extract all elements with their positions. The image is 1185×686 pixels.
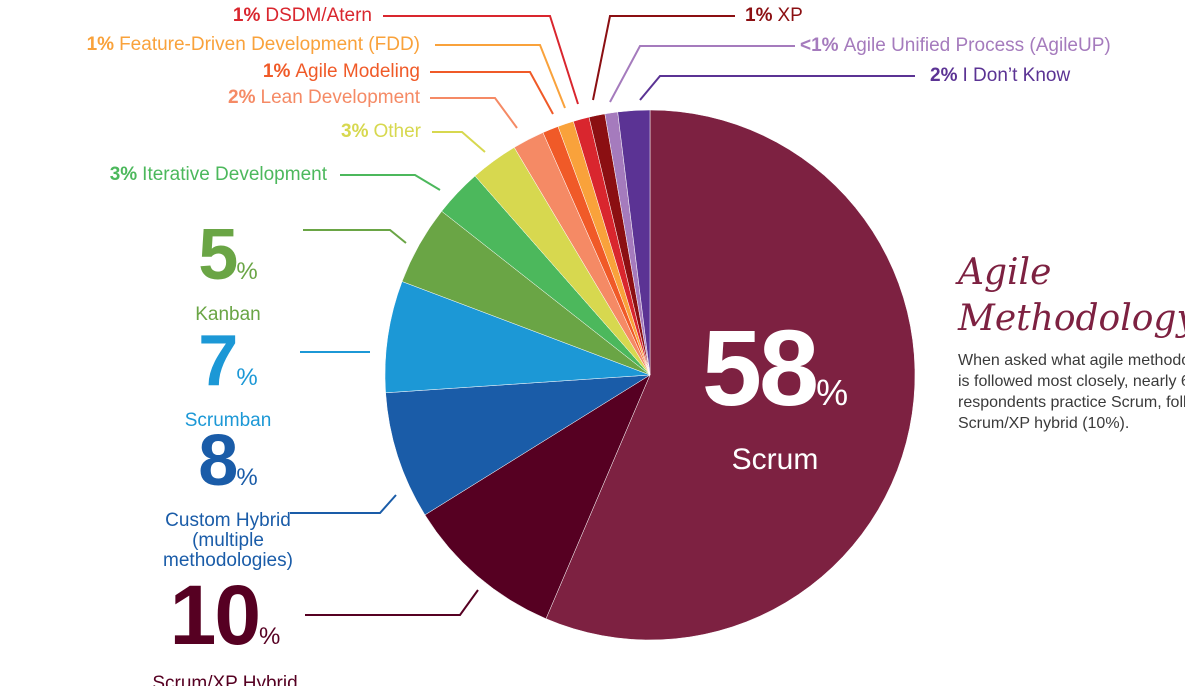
slice-label: 58% Scrum [655,307,895,477]
category-label: XP [777,5,803,26]
leader-line [305,589,479,616]
description-line: When asked what agile methodology [958,352,1185,369]
category-label: Scrum [731,443,819,476]
pie-slice [545,109,916,641]
value-label: 2% [930,65,958,86]
leader-line [432,131,486,153]
value-label: 8% [198,421,258,501]
category-label: Scrumban [184,410,272,431]
slice-label: 10% Scrum/XP Hybrid [140,568,310,686]
value-label: 5% [198,215,258,295]
slice-label: 1% XP [745,5,803,27]
value-label: 2% [228,87,256,108]
value-label: 1% [262,61,291,82]
leader-line [639,75,915,101]
slice-label: 1% Agile Modeling [263,61,420,83]
description-line: respondents practice Scrum, followed by [958,394,1185,411]
leader-line [609,45,795,103]
value-label: 1% [86,34,115,55]
slice-label: 3% Iterative Development [110,164,327,186]
slice-label: 5% Kanban [143,215,313,325]
pie-slice [385,374,651,516]
category-label: Agile Unified Process (AgileUP) [843,35,1111,56]
value-label: 1% [232,5,261,26]
leader-line [383,15,579,105]
value-label: 1% [745,5,773,26]
slice-label: 2% I Don’t Know [930,65,1070,87]
category-label: DSDM/Atern [265,5,372,26]
slice-label: 7% Scrumban [143,321,313,431]
leader-line [430,97,518,129]
leader-line [435,44,566,109]
category-label: Scrum/XP Hybrid [152,673,298,686]
description-line: is followed most closely, nearly 60% of [958,373,1185,390]
category-label: Feature-Driven Development (FDD) [119,34,420,55]
pie-slice [617,109,651,376]
category-label: Other [373,121,421,142]
chart-title: Agile Methodology [958,252,1185,339]
pie-slice [424,374,651,620]
leader-line [303,229,407,244]
slice-label: <1% Agile Unified Process (AgileUP) [800,35,1111,57]
value-label: 7% [198,321,258,401]
value-label: 3% [341,121,369,142]
pie-slice [384,281,651,394]
category-label: Lean Development [260,87,421,108]
value-label: 3% [109,164,138,185]
leader-line [290,494,397,514]
slice-label: 2% Lean Development [228,87,420,109]
leader-line [592,15,735,101]
slice-label: 8% Custom Hybrid (multiple methodologies) [143,421,313,571]
slice-label: 3% Other [341,121,421,143]
value-label: 58% [701,307,849,428]
category-label: Agile Modeling [295,61,420,82]
category-label: Custom Hybrid (multiple methodologies) [163,510,293,571]
value-label: <1% [800,35,839,56]
slice-label: 1% Feature-Driven Development (FDD) [87,34,420,56]
description-line: Scrum/XP hybrid (10%). [958,415,1130,432]
category-label: Kanban [195,304,261,325]
slice-label: 1% DSDM/Atern [233,5,372,27]
leader-line [340,174,441,191]
value-label: 10% [169,568,281,662]
description: When asked what agile methodology is foll… [958,350,1185,434]
category-label: Iterative Development [142,164,327,185]
leader-line [430,71,554,115]
category-label: I Don’t Know [962,65,1071,86]
